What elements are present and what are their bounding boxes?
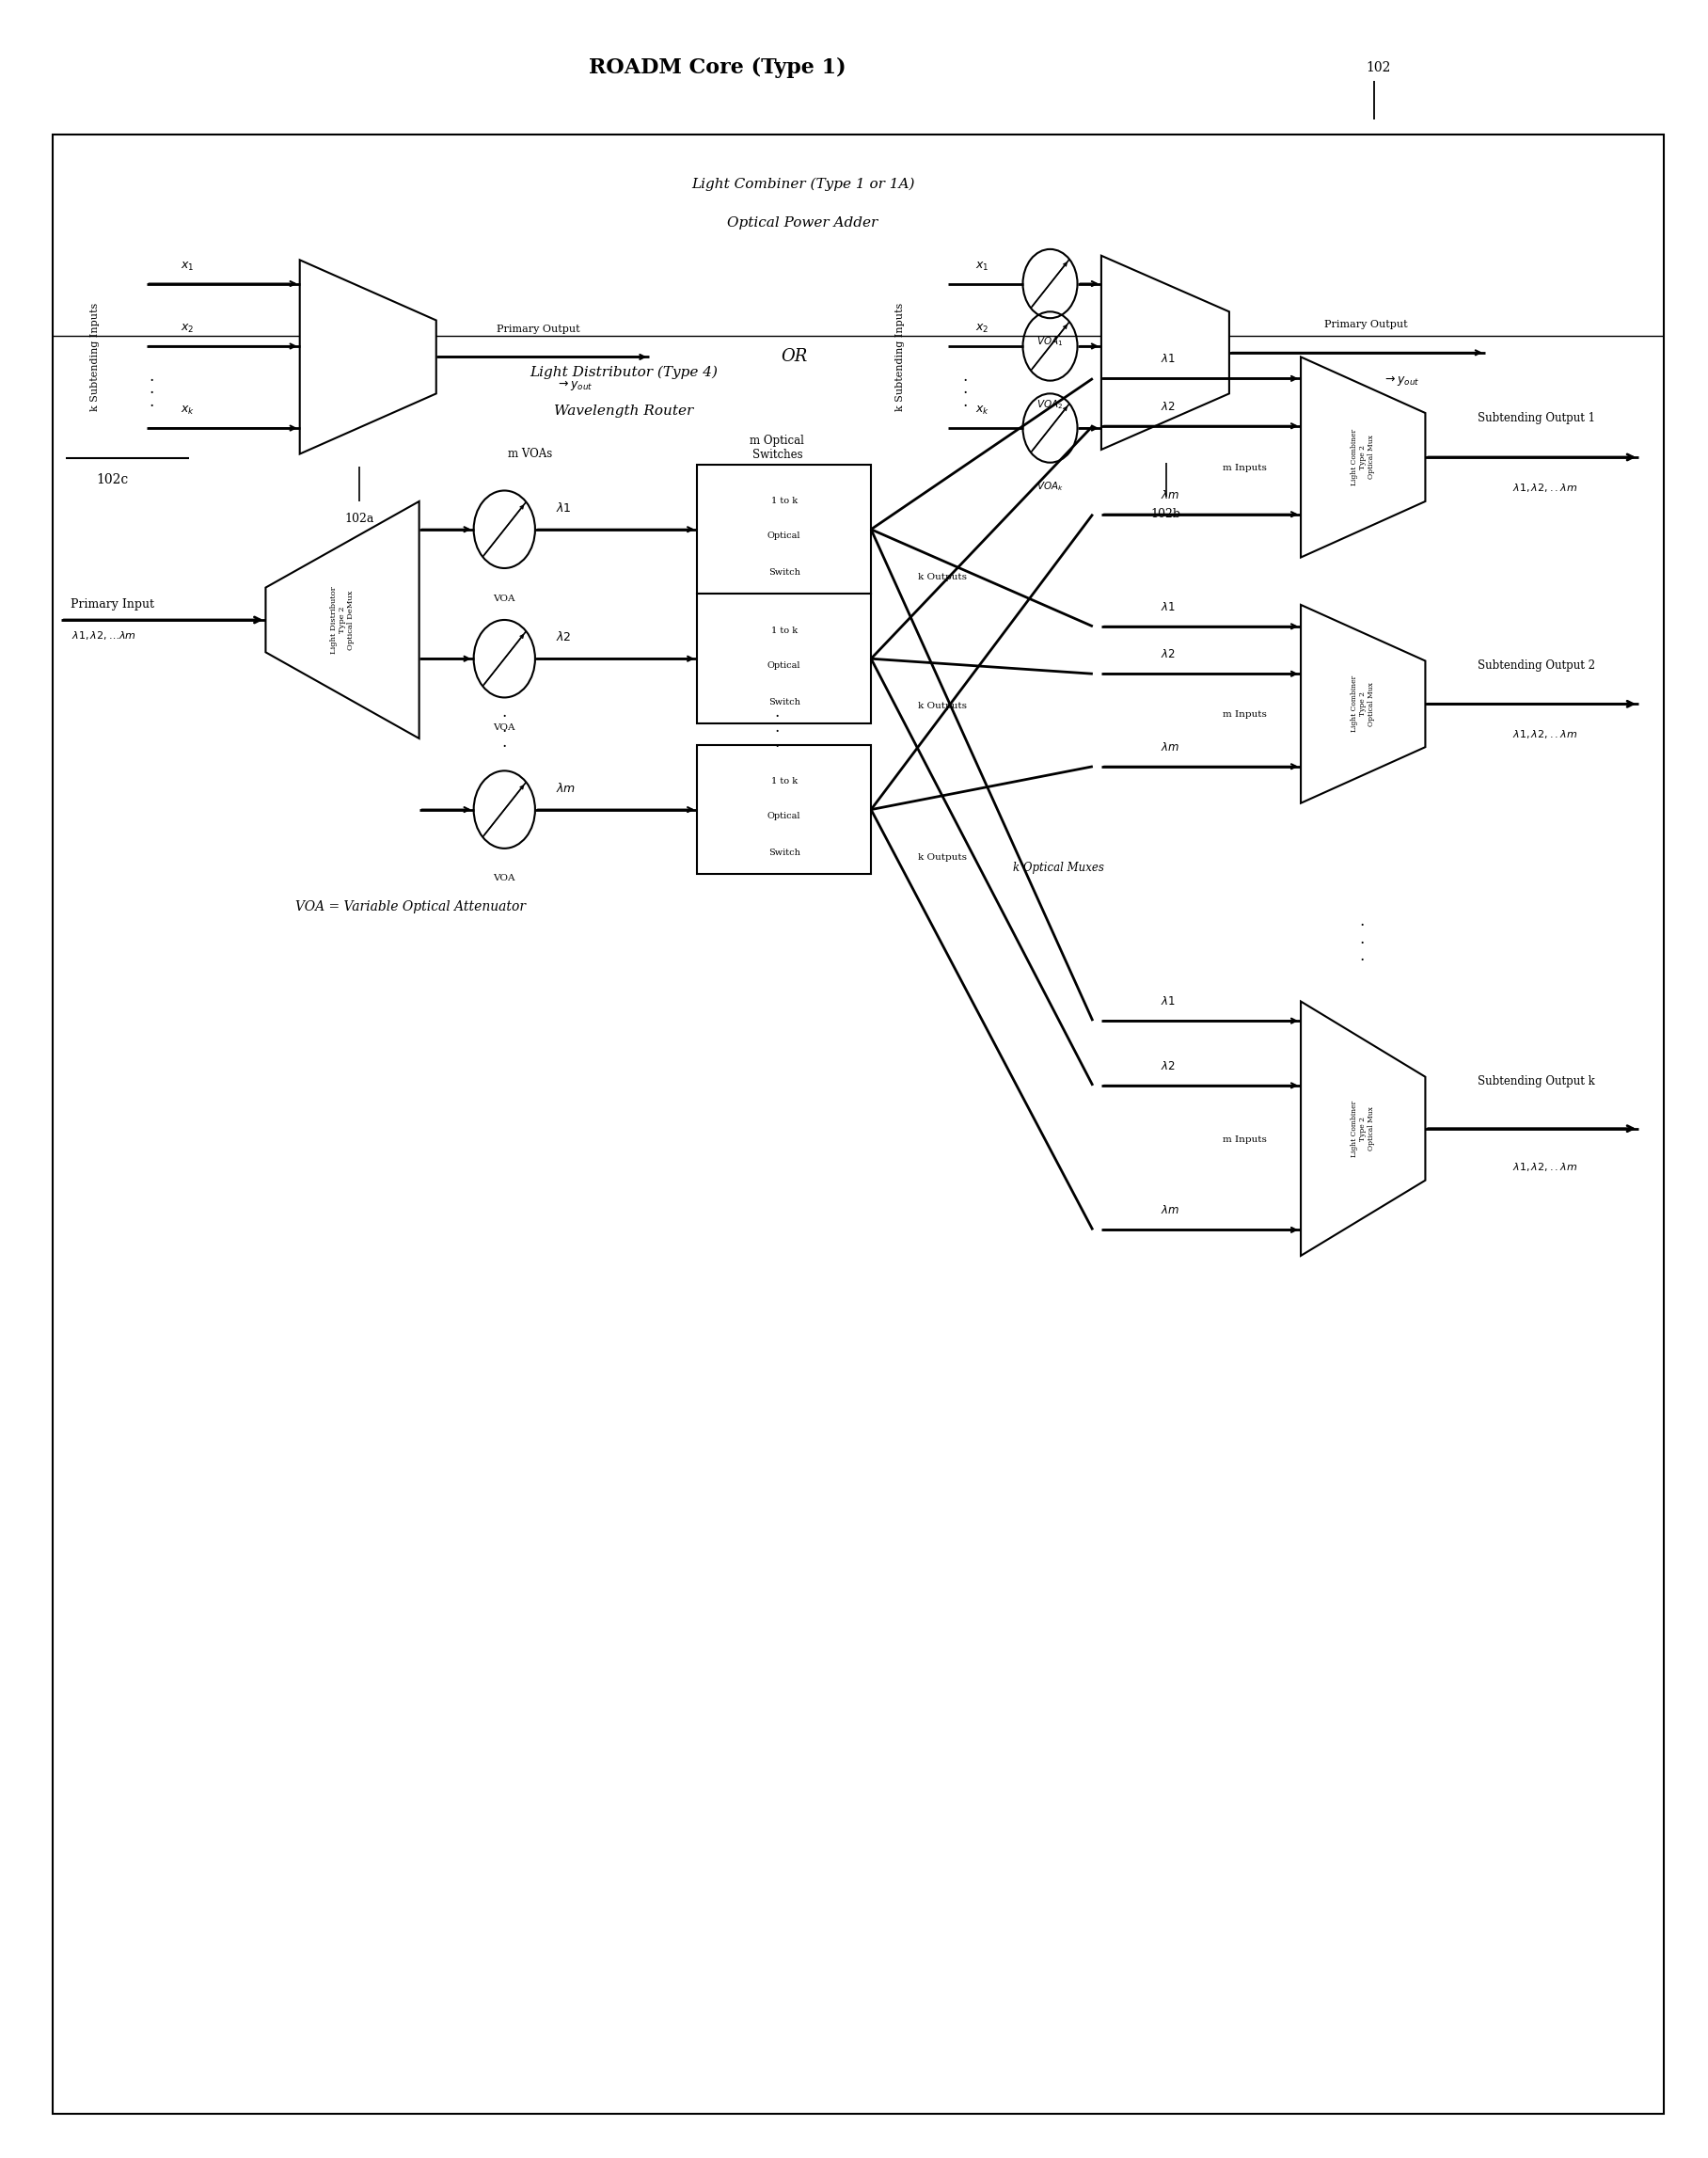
Text: Light Distributor
Type 2
Optical DeMux: Light Distributor Type 2 Optical DeMux — [330, 587, 355, 654]
Text: $x_2$: $x_2$ — [181, 324, 193, 334]
Text: .: . — [149, 382, 154, 397]
Text: k Subtending Inputs: k Subtending Inputs — [91, 302, 99, 412]
Text: $\lambda 1, \lambda 2, \ldots \lambda m$: $\lambda 1, \lambda 2, \ldots \lambda m$ — [72, 628, 137, 641]
Text: $\lambda 2$: $\lambda 2$ — [1161, 647, 1175, 660]
Text: m Inputs: m Inputs — [1223, 1135, 1267, 1144]
Polygon shape — [1301, 1001, 1424, 1256]
Text: k Outputs: k Outputs — [919, 701, 967, 710]
Text: m Optical
Switches: m Optical Switches — [750, 434, 804, 460]
Text: Light Combiner
Type 2
Optical Mux: Light Combiner Type 2 Optical Mux — [1351, 675, 1375, 732]
Text: .: . — [1360, 930, 1365, 947]
Text: $\lambda m$: $\lambda m$ — [1161, 740, 1180, 753]
Text: 102: 102 — [1366, 63, 1390, 76]
Text: .: . — [149, 369, 154, 384]
Text: VOA: VOA — [494, 593, 516, 602]
Text: VOA: VOA — [494, 874, 516, 883]
Polygon shape — [1301, 604, 1424, 803]
Text: $\lambda m$: $\lambda m$ — [555, 781, 576, 794]
Text: OR: OR — [781, 347, 808, 365]
Text: 1 to k: 1 to k — [770, 496, 798, 505]
Bar — [697, 464, 871, 593]
Text: ROADM Core (Type 1): ROADM Core (Type 1) — [589, 58, 845, 78]
Text: m Inputs: m Inputs — [1223, 464, 1267, 473]
Text: Subtending Output 2: Subtending Output 2 — [1477, 658, 1595, 671]
Text: 1 to k: 1 to k — [770, 626, 798, 634]
Text: $\lambda 1$: $\lambda 1$ — [1161, 600, 1175, 613]
Text: VOA: VOA — [494, 723, 516, 732]
Text: Subtending Output k: Subtending Output k — [1477, 1075, 1595, 1088]
Text: .: . — [502, 734, 507, 751]
Text: $\lambda 2$: $\lambda 2$ — [1161, 1060, 1175, 1073]
Text: 102a: 102a — [345, 511, 374, 524]
Text: VOA = Variable Optical Attenuator: VOA = Variable Optical Attenuator — [295, 900, 526, 913]
Text: $VOA_1$: $VOA_1$ — [1037, 334, 1064, 347]
Text: .: . — [962, 369, 967, 384]
Text: .: . — [775, 734, 781, 751]
Text: Primary Output: Primary Output — [497, 324, 581, 334]
Polygon shape — [299, 259, 436, 453]
Text: $\lambda m$: $\lambda m$ — [1161, 1204, 1180, 1217]
Text: m Inputs: m Inputs — [1223, 710, 1267, 719]
Text: $\lambda 1, \lambda 2,..\lambda m$: $\lambda 1, \lambda 2,..\lambda m$ — [1512, 727, 1576, 740]
Text: Switch: Switch — [769, 697, 799, 706]
Text: Switch: Switch — [769, 848, 799, 857]
Text: $x_k$: $x_k$ — [181, 406, 195, 416]
Text: $x_1$: $x_1$ — [975, 261, 989, 272]
Text: $x_k$: $x_k$ — [975, 406, 989, 416]
Text: Light Combiner
Type 2
Optical Mux: Light Combiner Type 2 Optical Mux — [1351, 429, 1375, 486]
Text: 102c: 102c — [96, 473, 128, 486]
Text: $VOA_2$: $VOA_2$ — [1037, 397, 1064, 410]
Text: .: . — [962, 395, 967, 410]
Text: .: . — [775, 706, 781, 721]
Text: .: . — [1360, 947, 1365, 965]
Text: Primary Input: Primary Input — [70, 598, 154, 611]
Bar — [697, 593, 871, 723]
Text: Primary Output: Primary Output — [1324, 319, 1407, 330]
Text: $\lambda m$: $\lambda m$ — [1161, 488, 1180, 501]
Text: .: . — [149, 395, 154, 410]
Text: m VOAs: m VOAs — [507, 449, 552, 460]
Text: .: . — [962, 382, 967, 397]
Text: Optical: Optical — [767, 531, 801, 540]
Text: Light Combiner (Type 1 or 1A): Light Combiner (Type 1 or 1A) — [692, 177, 914, 192]
Polygon shape — [266, 501, 418, 738]
Polygon shape — [1301, 356, 1424, 557]
Text: $\lambda 2$: $\lambda 2$ — [1161, 401, 1175, 412]
Text: $VOA_k$: $VOA_k$ — [1037, 479, 1064, 492]
Text: k Outputs: k Outputs — [919, 852, 967, 861]
Text: k Optical Muxes: k Optical Muxes — [1013, 861, 1103, 874]
Text: $\lambda 1, \lambda 2,..\lambda m$: $\lambda 1, \lambda 2,..\lambda m$ — [1512, 1161, 1576, 1174]
Text: $\lambda 2$: $\lambda 2$ — [555, 630, 570, 643]
Text: Optical: Optical — [767, 811, 801, 820]
Text: k Subtending Inputs: k Subtending Inputs — [895, 302, 905, 412]
Text: $\lambda 1, \lambda 2,..\lambda m$: $\lambda 1, \lambda 2,..\lambda m$ — [1512, 481, 1576, 494]
Text: k Outputs: k Outputs — [919, 572, 967, 581]
Bar — [697, 745, 871, 874]
Text: 1 to k: 1 to k — [770, 777, 798, 786]
Text: $\lambda 1$: $\lambda 1$ — [1161, 995, 1175, 1008]
Text: .: . — [775, 719, 781, 736]
Text: .: . — [502, 706, 507, 721]
Polygon shape — [1102, 255, 1230, 449]
Text: Optical Power Adder: Optical Power Adder — [728, 216, 878, 231]
Text: .: . — [1360, 913, 1365, 930]
Text: $x_1$: $x_1$ — [181, 261, 195, 272]
Text: Light Combiner
Type 2
Optical Mux: Light Combiner Type 2 Optical Mux — [1351, 1101, 1375, 1157]
Text: Optical: Optical — [767, 660, 801, 669]
Text: $\lambda 1$: $\lambda 1$ — [555, 501, 570, 514]
Text: $\rightarrow y_{out}$: $\rightarrow y_{out}$ — [1383, 373, 1419, 388]
Text: 102b: 102b — [1151, 507, 1182, 520]
Text: Wavelength Router: Wavelength Router — [553, 404, 693, 416]
Text: $x_2$: $x_2$ — [975, 324, 989, 334]
Text: $\lambda 1$: $\lambda 1$ — [1161, 354, 1175, 365]
Text: $\rightarrow y_{out}$: $\rightarrow y_{out}$ — [555, 378, 593, 393]
Text: Switch: Switch — [769, 568, 799, 576]
Text: Subtending Output 1: Subtending Output 1 — [1477, 412, 1595, 425]
Text: Light Distributor (Type 4): Light Distributor (Type 4) — [529, 365, 717, 380]
Text: .: . — [502, 719, 507, 736]
